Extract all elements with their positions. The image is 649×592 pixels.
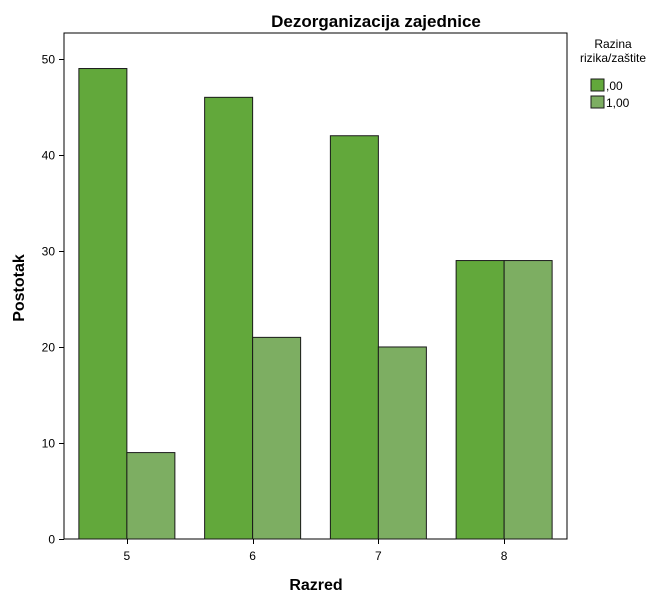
bar-series-00-cat-7 [329,135,379,540]
bar-series-100-cat-8 [503,260,553,540]
bar-series-00-cat-6 [204,96,254,540]
x-tick-label: 5 [124,549,131,563]
legend-swatch [590,95,605,109]
x-tick-label: 6 [249,549,256,563]
y-tick-label: 40 [42,149,56,163]
legend-label: 1,00 [606,96,630,110]
bar-series-00-cat-5 [78,68,128,540]
y-tick-label: 30 [42,245,56,259]
bar-series-100-cat-5 [126,452,176,540]
x-axis-title: Razred [289,577,342,592]
y-axis-title: Postotak [11,254,28,322]
legend-swatch [590,78,605,92]
chart-title: Dezorganizacija zajednice [271,12,481,31]
legend-title: Razina [594,37,632,51]
x-tick-label: 7 [375,549,382,563]
bar-series-100-cat-6 [252,336,302,540]
x-tick-label: 8 [501,549,508,563]
bar-series-00-cat-8 [455,260,505,540]
y-tick-label: 10 [42,437,56,451]
legend-title: rizika/zaštite [580,51,646,65]
bar-series-100-cat-7 [377,346,427,540]
plot-area: 0 10 20 30 40 50 5 6 7 8 [42,32,568,563]
y-tick-label: 20 [42,341,56,355]
legend-label: ,00 [606,79,623,93]
y-tick-label: 50 [42,53,56,67]
y-tick-label: 0 [48,533,55,547]
